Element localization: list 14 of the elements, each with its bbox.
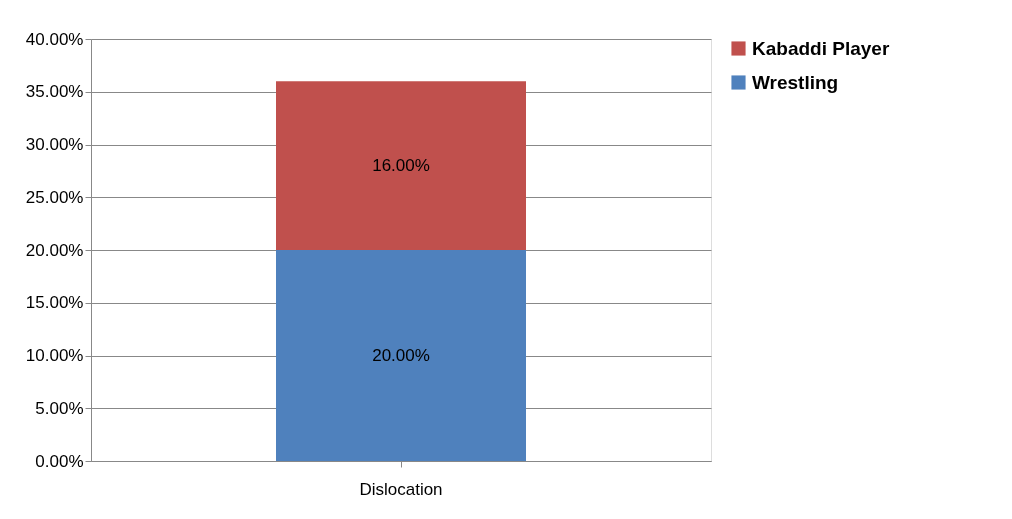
data-label: 16.00% — [372, 155, 430, 175]
y-tick-label: 40.00% — [25, 29, 84, 49]
y-tick-label: 0.00% — [35, 451, 84, 471]
legend-label: Wrestling — [752, 71, 839, 93]
y-tick-label: 20.00% — [25, 240, 84, 260]
y-tick-label: 35.00% — [25, 82, 84, 102]
data-label: 20.00% — [372, 345, 430, 365]
y-tick-label: 30.00% — [25, 135, 84, 154]
y-tick-label: 10.00% — [25, 346, 84, 365]
legend-label: Kabaddi Player — [752, 37, 890, 59]
y-tick-label: 15.00% — [25, 293, 84, 313]
x-tick-label: Dislocation — [359, 479, 443, 499]
y-tick-label: 25.00% — [25, 187, 84, 207]
y-tick-label: 5.00% — [35, 398, 84, 418]
